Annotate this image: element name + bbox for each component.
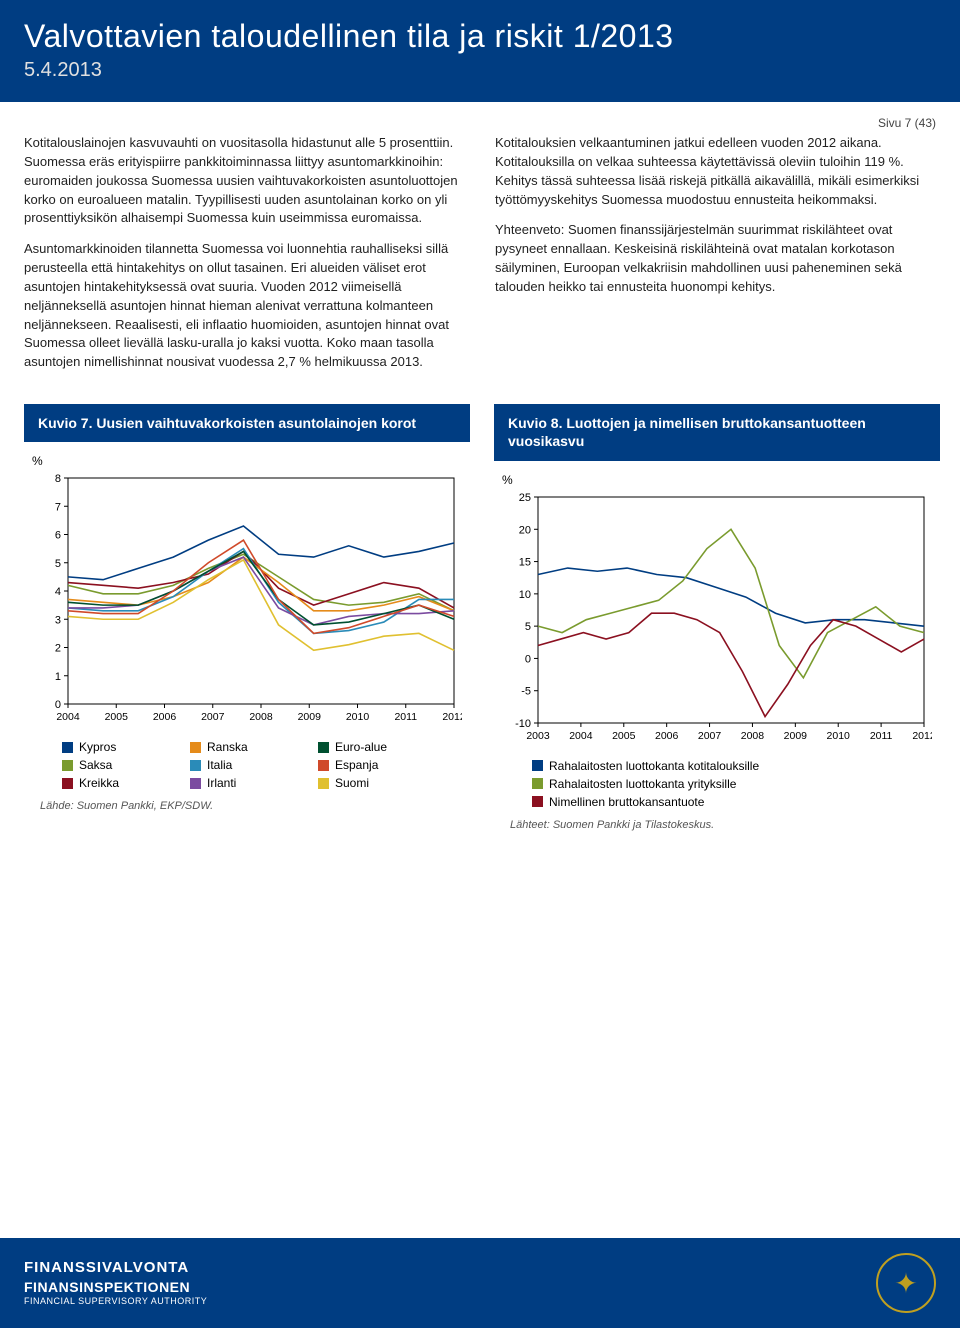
svg-text:2008: 2008: [249, 711, 273, 723]
body-p2: Asuntomarkkinoiden tilannetta Suomessa v…: [24, 240, 465, 372]
crest-icon: ✦: [876, 1253, 936, 1313]
legend-item: Kreikka: [62, 776, 142, 790]
chart-8: Kuvio 8. Luottojen ja nimellisen bruttok…: [494, 404, 940, 838]
svg-text:2008: 2008: [741, 730, 765, 742]
svg-text:2005: 2005: [612, 730, 636, 742]
svg-text:-5: -5: [521, 685, 531, 697]
body-p1: Kotitalouslainojen kasvuvauhti on vuosit…: [24, 134, 465, 228]
footer-line1: FINANSSIVALVONTA: [24, 1258, 207, 1278]
legend-item: Rahalaitosten luottokanta yrityksille: [532, 777, 932, 791]
svg-text:2009: 2009: [784, 730, 808, 742]
report-header: Valvottavien taloudellinen tila ja riski…: [0, 0, 960, 102]
body-columns: Kotitalouslainojen kasvuvauhti on vuosit…: [0, 134, 960, 404]
svg-text:2007: 2007: [201, 711, 225, 723]
footer-line2: FINANSINSPEKTIONEN: [24, 1278, 207, 1296]
body-left-column: Kotitalouslainojen kasvuvauhti on vuosit…: [24, 134, 465, 384]
svg-text:2006: 2006: [655, 730, 679, 742]
chart-7: Kuvio 7. Uusien vaihtuvakorkoisten asunt…: [24, 404, 470, 838]
chart-8-yunit: %: [502, 473, 932, 487]
svg-text:5: 5: [525, 621, 531, 633]
svg-text:2012: 2012: [912, 730, 932, 742]
chart-8-svg: -10 -5 0 5 10 15 20 25 2003 2004 2005 2006 2007 2008 2…: [502, 491, 932, 751]
svg-text:5: 5: [55, 558, 61, 570]
chart-7-title: Kuvio 7. Uusien vaihtuvakorkoisten asunt…: [24, 404, 470, 442]
svg-text:10: 10: [519, 588, 531, 600]
svg-text:25: 25: [519, 492, 531, 504]
report-title: Valvottavien taloudellinen tila ja riski…: [24, 18, 936, 55]
page-footer: FINANSSIVALVONTA FINANSINSPEKTIONEN FINA…: [0, 1238, 960, 1328]
legend-item: Irlanti: [190, 776, 270, 790]
chart-7-legend: Kypros Saksa Kreikka Ranska Italia Irlanti Eur…: [32, 740, 462, 790]
legend-item: Espanja: [318, 758, 398, 772]
svg-text:2010: 2010: [827, 730, 851, 742]
legend-item: Kypros: [62, 740, 142, 754]
svg-text:15: 15: [519, 556, 531, 568]
legend-item: Saksa: [62, 758, 142, 772]
svg-text:2: 2: [55, 643, 61, 655]
svg-text:2005: 2005: [105, 711, 129, 723]
body-p3: Kotitalouksien velkaantuminen jatkui ede…: [495, 134, 936, 209]
chart-8-title: Kuvio 8. Luottojen ja nimellisen bruttok…: [494, 404, 940, 460]
svg-text:2011: 2011: [394, 711, 417, 723]
svg-text:3: 3: [55, 615, 61, 627]
legend-item: Suomi: [318, 776, 398, 790]
svg-text:2011: 2011: [870, 730, 893, 742]
svg-text:2003: 2003: [526, 730, 550, 742]
legend-item: Italia: [190, 758, 270, 772]
legend-item: Euro-alue: [318, 740, 398, 754]
footer-org: FINANSSIVALVONTA FINANSINSPEKTIONEN FINA…: [24, 1258, 207, 1307]
svg-text:0: 0: [525, 653, 531, 665]
chart-7-source: Lähde: Suomen Pankki, EKP/SDW.: [32, 800, 462, 812]
svg-text:2012: 2012: [442, 711, 462, 723]
svg-text:0: 0: [55, 699, 61, 711]
chart-8-legend: Rahalaitosten luottokanta kotitalouksill…: [502, 759, 932, 809]
svg-text:2006: 2006: [153, 711, 177, 723]
page-number: Sivu 7 (43): [0, 102, 960, 134]
svg-text:2004: 2004: [569, 730, 593, 742]
chart-8-source: Lähteet: Suomen Pankki ja Tilastokeskus.: [502, 819, 932, 831]
body-right-column: Kotitalouksien velkaantuminen jatkui ede…: [495, 134, 936, 384]
svg-text:2010: 2010: [346, 711, 370, 723]
chart-7-svg: 0 1 2 3 4 5 6 7 8 2004 2005 2006 2007 2008 2009 2010 201…: [32, 472, 462, 732]
report-date: 5.4.2013: [24, 59, 936, 82]
svg-text:4: 4: [55, 586, 61, 598]
legend-item: Ranska: [190, 740, 270, 754]
svg-text:6: 6: [55, 530, 61, 542]
svg-text:-10: -10: [515, 718, 531, 730]
svg-text:2009: 2009: [298, 711, 322, 723]
charts-row: Kuvio 7. Uusien vaihtuvakorkoisten asunt…: [0, 404, 960, 838]
svg-text:2004: 2004: [56, 711, 80, 723]
body-p4: Yhteenveto: Suomen finanssijärjestelmän …: [495, 221, 936, 296]
svg-text:2007: 2007: [698, 730, 722, 742]
legend-item: Nimellinen bruttokansantuote: [532, 795, 932, 809]
svg-text:20: 20: [519, 524, 531, 536]
svg-text:8: 8: [55, 473, 61, 485]
svg-text:1: 1: [55, 671, 61, 683]
footer-line3: FINANCIAL SUPERVISORY AUTHORITY: [24, 1296, 207, 1308]
legend-item: Rahalaitosten luottokanta kotitalouksill…: [532, 759, 932, 773]
chart-7-yunit: %: [32, 454, 462, 468]
svg-text:7: 7: [55, 502, 61, 514]
